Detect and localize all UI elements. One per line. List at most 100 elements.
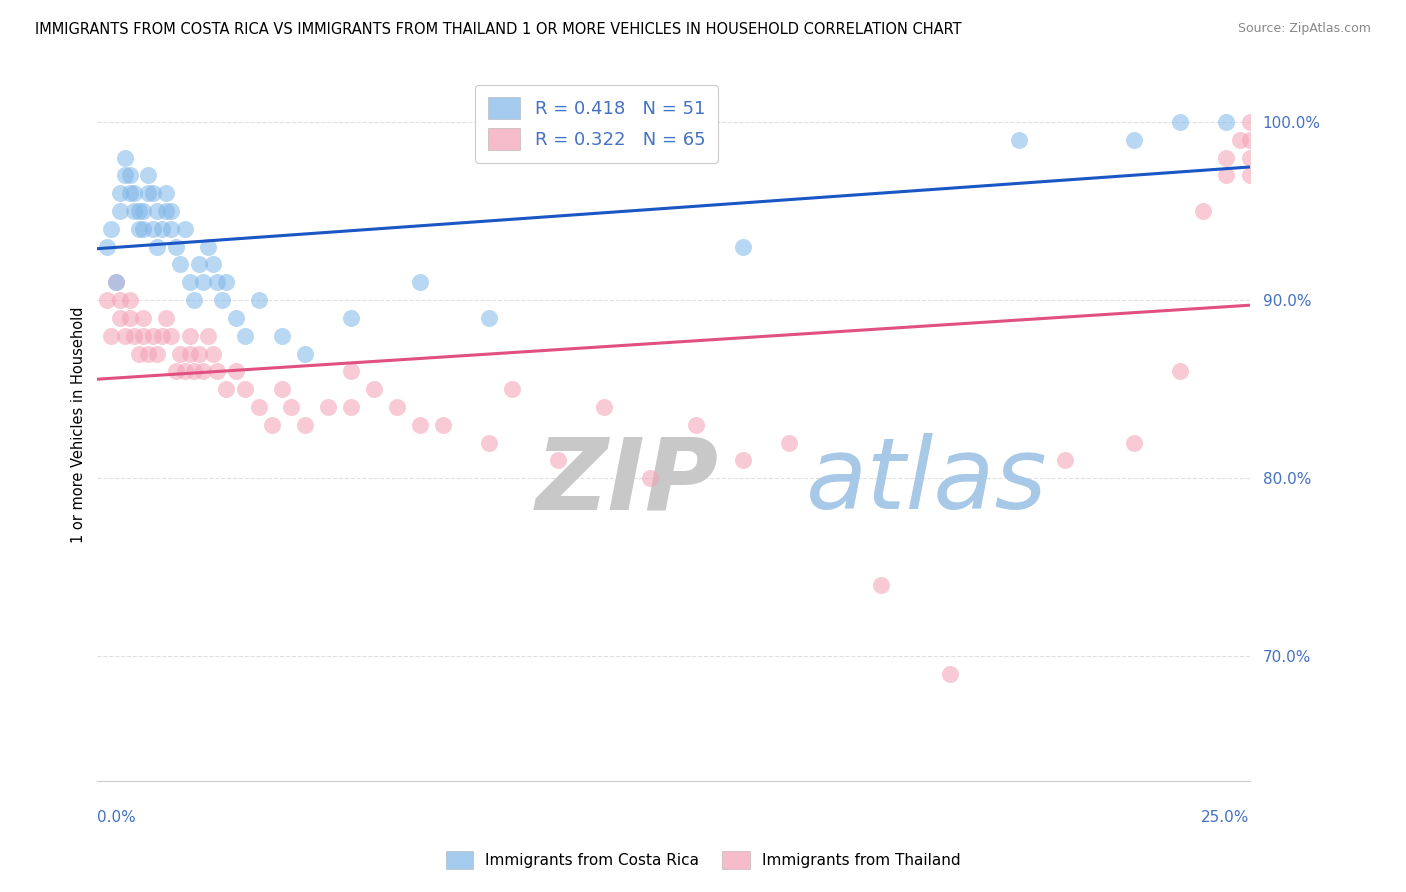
Point xyxy=(640,471,662,485)
Text: Source: ZipAtlas.com: Source: ZipAtlas.com xyxy=(1237,22,1371,36)
Point xyxy=(1054,453,1077,467)
Legend: R = 0.418   N = 51, R = 0.322   N = 65: R = 0.418 N = 51, R = 0.322 N = 65 xyxy=(475,85,718,163)
Point xyxy=(385,400,408,414)
Legend: Immigrants from Costa Rica, Immigrants from Thailand: Immigrants from Costa Rica, Immigrants f… xyxy=(440,845,966,875)
Point xyxy=(179,346,201,360)
Point xyxy=(160,204,183,219)
Point xyxy=(262,417,284,432)
Point xyxy=(501,382,523,396)
Text: IMMIGRANTS FROM COSTA RICA VS IMMIGRANTS FROM THAILAND 1 OR MORE VEHICLES IN HOU: IMMIGRANTS FROM COSTA RICA VS IMMIGRANTS… xyxy=(35,22,962,37)
Point xyxy=(1215,115,1237,129)
Point xyxy=(165,240,187,254)
Point xyxy=(215,275,238,289)
Point xyxy=(132,204,155,219)
Point xyxy=(478,435,501,450)
Point xyxy=(118,169,141,183)
Point xyxy=(211,293,233,307)
Point xyxy=(146,204,169,219)
Point xyxy=(869,578,891,592)
Point xyxy=(247,293,270,307)
Point xyxy=(183,364,205,378)
Point xyxy=(939,667,962,681)
Point xyxy=(96,240,118,254)
Point xyxy=(118,293,141,307)
Point xyxy=(100,328,122,343)
Point xyxy=(122,204,145,219)
Point xyxy=(165,364,187,378)
Point xyxy=(122,328,145,343)
Point xyxy=(1239,133,1261,147)
Point xyxy=(193,275,215,289)
Point xyxy=(340,364,363,378)
Point xyxy=(247,400,270,414)
Point xyxy=(197,328,219,343)
Point xyxy=(128,346,150,360)
Point xyxy=(1215,169,1237,183)
Point xyxy=(547,453,569,467)
Text: atlas: atlas xyxy=(806,434,1047,530)
Point xyxy=(110,204,132,219)
Point xyxy=(118,310,141,325)
Point xyxy=(136,169,159,183)
Point xyxy=(478,310,501,325)
Point xyxy=(778,435,800,450)
Point xyxy=(110,186,132,201)
Point xyxy=(363,382,385,396)
Point xyxy=(340,400,363,414)
Point xyxy=(132,328,155,343)
Point xyxy=(280,400,302,414)
Point xyxy=(155,204,177,219)
Text: ZIP: ZIP xyxy=(536,434,718,530)
Point xyxy=(205,364,228,378)
Point xyxy=(1170,364,1192,378)
Point xyxy=(96,293,118,307)
Point xyxy=(136,346,159,360)
Point xyxy=(179,328,201,343)
Text: 0.0%: 0.0% xyxy=(97,810,136,824)
Point xyxy=(114,151,136,165)
Point xyxy=(146,240,169,254)
Point xyxy=(160,222,183,236)
Point xyxy=(340,310,363,325)
Point xyxy=(1239,169,1261,183)
Point xyxy=(731,453,754,467)
Point xyxy=(233,328,256,343)
Point xyxy=(150,328,173,343)
Point xyxy=(201,257,224,271)
Point xyxy=(409,275,432,289)
Point xyxy=(179,275,201,289)
Point xyxy=(316,400,339,414)
Point xyxy=(128,222,150,236)
Point xyxy=(294,417,316,432)
Point xyxy=(1170,115,1192,129)
Point xyxy=(142,186,165,201)
Point xyxy=(1239,151,1261,165)
Point xyxy=(114,169,136,183)
Point xyxy=(169,257,191,271)
Point xyxy=(142,328,165,343)
Point xyxy=(132,310,155,325)
Point xyxy=(294,346,316,360)
Point xyxy=(183,293,205,307)
Point xyxy=(146,346,169,360)
Point xyxy=(155,186,177,201)
Point xyxy=(1215,151,1237,165)
Point xyxy=(225,364,247,378)
Point xyxy=(731,240,754,254)
Y-axis label: 1 or more Vehicles in Household: 1 or more Vehicles in Household xyxy=(72,307,86,543)
Point xyxy=(114,328,136,343)
Point xyxy=(685,417,707,432)
Point xyxy=(160,328,183,343)
Point xyxy=(270,382,292,396)
Point xyxy=(193,364,215,378)
Point xyxy=(1123,435,1146,450)
Point xyxy=(110,293,132,307)
Point xyxy=(122,186,145,201)
Point xyxy=(1008,133,1031,147)
Text: 25.0%: 25.0% xyxy=(1201,810,1250,824)
Point xyxy=(104,275,127,289)
Point xyxy=(128,204,150,219)
Point xyxy=(270,328,292,343)
Point xyxy=(142,222,165,236)
Point xyxy=(150,222,173,236)
